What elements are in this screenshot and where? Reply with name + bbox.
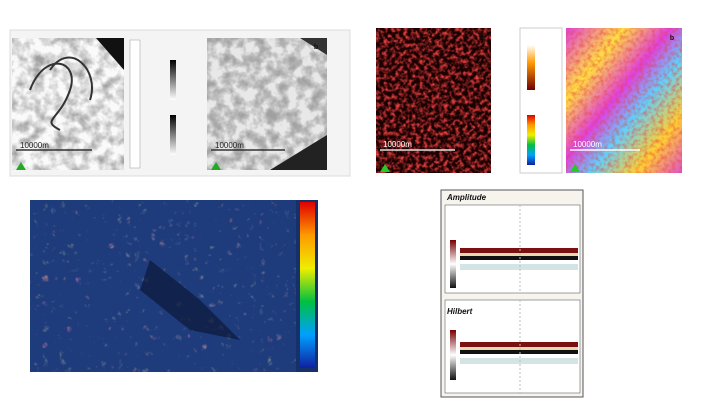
scale-bar-label: 10000m — [573, 140, 602, 149]
panel-bottom-left — [30, 200, 318, 372]
image-label: b — [670, 35, 674, 42]
section-hilbert: Hilbert — [444, 299, 581, 394]
panel-bottom-right: Amplitude Hilbert — [440, 189, 584, 398]
scale-bar-label: 10000m — [20, 141, 49, 150]
section-amplitude: Amplitude — [444, 193, 581, 294]
image-label: a — [482, 35, 486, 42]
image-label: b — [314, 44, 318, 51]
scale-bar-label: 10000m — [215, 141, 244, 150]
scale-bar-label: 10000m — [383, 140, 412, 149]
section-title: Hilbert — [447, 307, 473, 316]
colorbar — [300, 202, 315, 368]
panel-top-right: a 10000m b 10000m — [376, 27, 682, 174]
image-label: a — [117, 44, 121, 51]
section-title: Amplitude — [446, 193, 487, 202]
panel-top-left: a 10000m b 10000m — [9, 29, 351, 177]
